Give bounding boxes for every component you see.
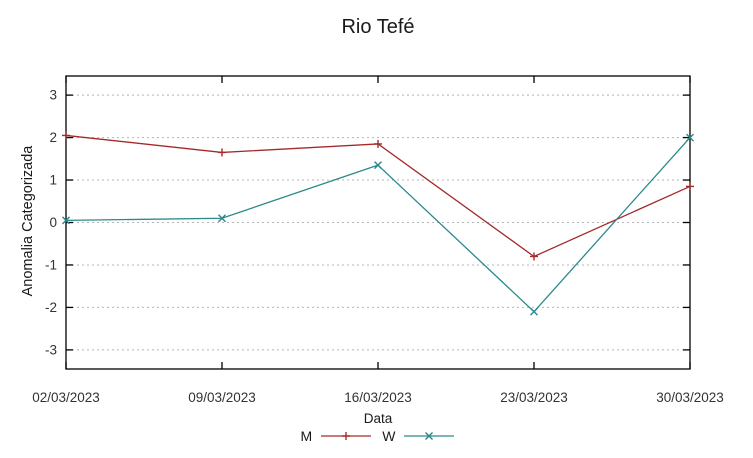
legend-label-w: W (382, 428, 396, 444)
series-W-marker (218, 214, 226, 223)
x-axis-label: Data (363, 411, 393, 426)
legend-entry-m: M (301, 428, 373, 444)
y-tick-label: 3 (49, 88, 57, 103)
x-tick-label: 16/03/2023 (344, 390, 412, 405)
x-tick-label: 30/03/2023 (656, 390, 724, 405)
legend-entry-w: W (382, 428, 455, 444)
x-tick-label: 09/03/2023 (188, 390, 256, 405)
x-tick-label: 02/03/2023 (32, 390, 100, 405)
plot-border (65, 75, 691, 370)
legend: M W (66, 427, 690, 445)
x-tick-label: 23/03/2023 (500, 390, 568, 405)
legend-label-m: M (300, 428, 313, 444)
y-tick-label: 0 (49, 215, 57, 230)
series-W-marker (62, 216, 70, 225)
y-tick-label: -3 (45, 342, 57, 357)
series-W-marker (374, 161, 382, 170)
series-W-marker (530, 307, 538, 316)
series-M-line (65, 134, 691, 258)
y-tick-label: 2 (49, 130, 57, 145)
legend-line-sample-w (404, 432, 455, 440)
series-W-marker (686, 133, 694, 142)
y-tick-label: -1 (45, 257, 57, 272)
chart-title: Rio Tefé (341, 16, 415, 38)
series-W-line (65, 137, 691, 313)
legend-line-sample-m (321, 432, 372, 440)
y-tick-label: 1 (49, 173, 57, 188)
y-tick-label: -2 (45, 300, 57, 315)
legend-sample-marker (425, 432, 434, 440)
